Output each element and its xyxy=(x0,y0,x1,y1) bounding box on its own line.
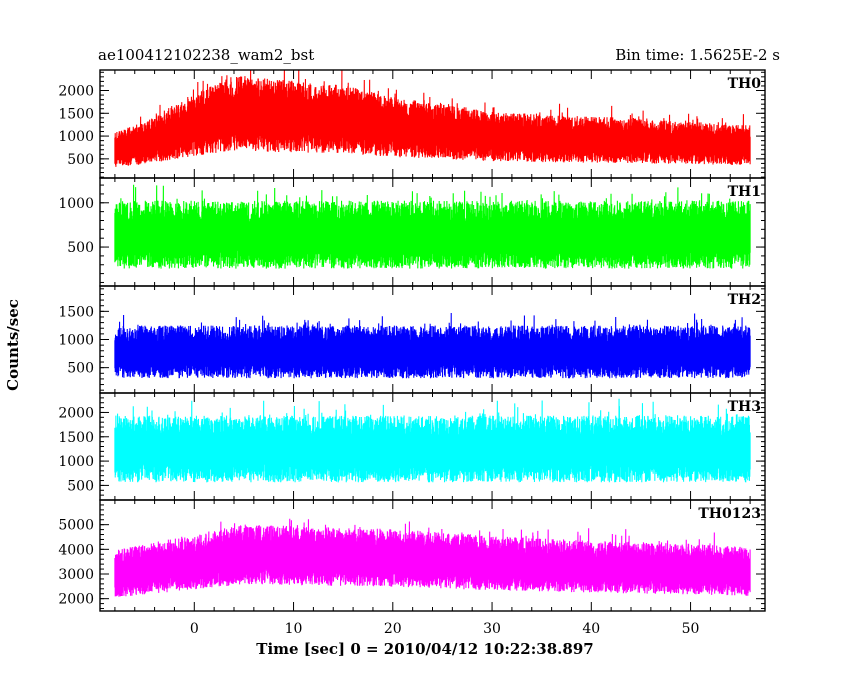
y-tick-label: 2000 xyxy=(58,592,94,608)
x-tick-label: 50 xyxy=(682,621,700,637)
panel-label: TH0123 xyxy=(698,506,761,522)
y-tick-label: 4000 xyxy=(58,542,94,558)
x-tick-label: 30 xyxy=(483,621,501,637)
series-line-th3 xyxy=(114,398,751,483)
y-tick-label: 1000 xyxy=(58,129,94,145)
x-tick-label: 40 xyxy=(582,621,600,637)
y-tick-label: 500 xyxy=(67,152,94,168)
y-tick-label: 1500 xyxy=(58,430,94,446)
y-tick-label: 500 xyxy=(67,240,94,256)
series-line-th0 xyxy=(114,70,751,167)
y-tick-label: 500 xyxy=(67,361,94,377)
series-line-th1 xyxy=(114,184,751,269)
y-tick-label: 2000 xyxy=(58,405,94,421)
panel-th3: 500 1000 1500 2000 TH3 xyxy=(58,392,766,501)
bin-time-label: Bin time: 1.5625E-2 s xyxy=(615,46,780,64)
panel-label: TH1 xyxy=(728,184,761,200)
x-tick-label: 10 xyxy=(285,621,303,637)
x-tick-label: 0 xyxy=(190,621,199,637)
panel-th1: 500 1000 TH1 xyxy=(58,177,766,287)
panel-th2: 500 1000 1500 TH2 xyxy=(58,285,766,394)
y-tick-label: 5000 xyxy=(58,518,94,534)
panel-label: TH2 xyxy=(728,292,761,308)
y-tick-label: 1500 xyxy=(58,106,94,122)
y-axis-label: Counts/sec xyxy=(4,299,22,391)
panel-label: TH0 xyxy=(728,76,762,92)
x-axis-label: Time [sec] 0 = 2010/04/12 10:22:38.897 xyxy=(256,640,593,658)
x-tick-label: 20 xyxy=(384,621,402,637)
y-tick-label: 1000 xyxy=(58,196,94,212)
panel-th0: 500 1000 1500 2000 TH0 xyxy=(58,69,766,179)
chart-title: ae100412102238_wam2_bst xyxy=(98,46,314,64)
y-tick-label: 3000 xyxy=(58,567,94,583)
panel-label: TH3 xyxy=(728,399,761,415)
series-line-th0123 xyxy=(114,518,751,597)
y-tick-label: 2000 xyxy=(58,84,94,100)
y-tick-label: 500 xyxy=(67,478,94,494)
panel-th0123: 2000 3000 4000 5000 TH0123 xyxy=(58,499,766,612)
y-tick-label: 1000 xyxy=(58,333,94,349)
y-tick-label: 1500 xyxy=(58,304,94,320)
series-line-th2 xyxy=(114,312,751,379)
y-tick-label: 1000 xyxy=(58,454,94,470)
